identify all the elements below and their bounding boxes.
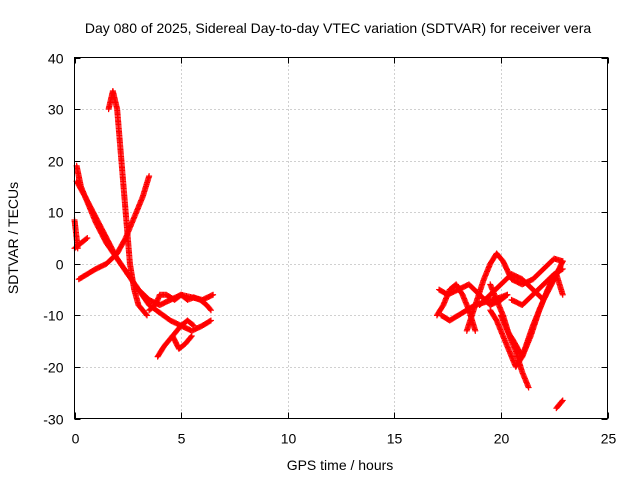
series-arc-9	[169, 332, 195, 352]
x-tick-label: 25	[601, 431, 617, 447]
data-point	[190, 322, 197, 329]
data-point	[558, 266, 565, 273]
y-tick-label: -20	[43, 360, 63, 376]
x-tick-label: 5	[178, 431, 186, 447]
data-point	[559, 258, 566, 265]
series-arc-12	[438, 291, 511, 324]
series-arc-7	[146, 291, 214, 314]
y-axis-title: SDTVAR / TECUs	[5, 182, 21, 294]
y-tick-label: -10	[43, 308, 63, 324]
y-tick-label: 40	[48, 51, 64, 67]
data-point	[206, 318, 213, 325]
data-point	[207, 317, 214, 324]
series-arc-17	[497, 271, 566, 360]
data-point	[84, 235, 91, 241]
series-arc-19	[553, 397, 566, 412]
data-point	[189, 321, 196, 328]
chart-title: Day 080 of 2025, Sidereal Day-to-day VTE…	[85, 20, 591, 36]
data-point	[188, 332, 195, 339]
data-point	[143, 311, 150, 318]
data-point	[207, 306, 214, 313]
x-tick-label: 20	[494, 431, 510, 447]
x-axis-ticks: 0 5 10 15 20 25	[72, 57, 617, 447]
data-point	[525, 384, 532, 391]
x-tick-label: 15	[387, 431, 403, 447]
data-point	[187, 333, 194, 340]
y-tick-label: 0	[56, 257, 64, 273]
data-series	[71, 88, 566, 412]
series-arc-18	[508, 265, 566, 309]
y-tick-label: 30	[48, 102, 64, 118]
y-axis-ticks: -30 -20 -10 0 10 20 30 40	[43, 51, 608, 428]
x-tick-label: 10	[281, 431, 297, 447]
data-point	[559, 398, 566, 405]
x-axis-title: GPS time / hours	[287, 457, 394, 473]
data-point	[504, 291, 511, 298]
data-point	[210, 291, 217, 298]
plot-frame	[74, 57, 608, 419]
series-arc-6	[105, 88, 150, 319]
data-point	[207, 307, 214, 314]
y-tick-label: 20	[48, 154, 64, 170]
series-arc-4	[75, 173, 153, 283]
x-tick-label: 0	[72, 431, 80, 447]
grid-lines	[74, 57, 608, 419]
data-point	[559, 265, 566, 272]
data-point	[472, 327, 479, 334]
y-tick-label: 10	[48, 205, 64, 221]
data-point	[559, 291, 566, 298]
data-point	[83, 235, 90, 242]
series-arc-13	[463, 250, 566, 334]
y-tick-label: -30	[43, 412, 63, 428]
data-point	[559, 397, 566, 404]
series-arc-8	[154, 317, 197, 360]
data-point	[143, 312, 150, 319]
data-point	[146, 173, 153, 180]
